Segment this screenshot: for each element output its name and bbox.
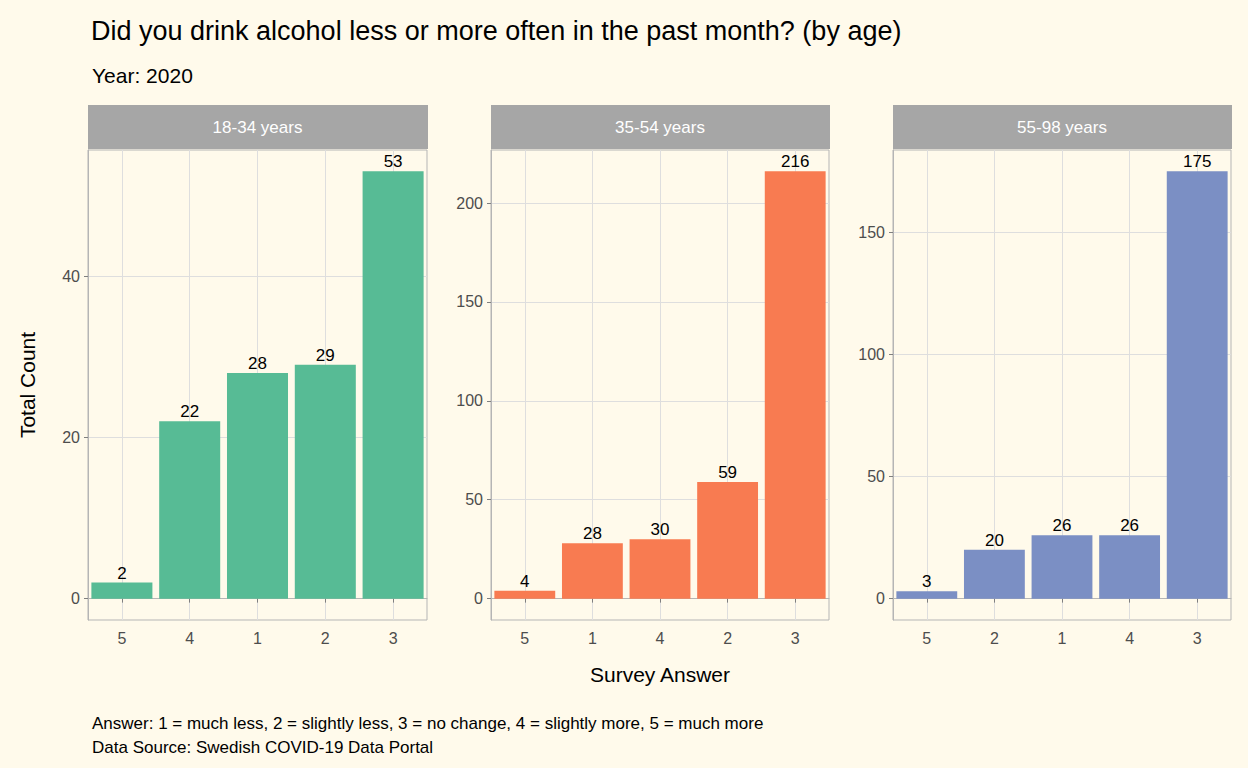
svg-text:26: 26 — [1120, 516, 1139, 535]
svg-text:35-54 years: 35-54 years — [615, 118, 705, 137]
svg-text:3: 3 — [389, 630, 398, 647]
svg-text:Answer: 1 = much less, 2 = sli: Answer: 1 = much less, 2 = slightly less… — [92, 714, 763, 733]
svg-text:22: 22 — [180, 402, 199, 421]
svg-text:53: 53 — [384, 152, 403, 171]
svg-text:18-34 years: 18-34 years — [213, 118, 303, 137]
svg-text:5: 5 — [520, 630, 529, 647]
svg-text:28: 28 — [248, 354, 267, 373]
svg-text:20: 20 — [62, 429, 80, 446]
svg-text:20: 20 — [985, 531, 1004, 550]
svg-text:5: 5 — [117, 630, 126, 647]
svg-text:0: 0 — [876, 590, 885, 607]
svg-text:200: 200 — [456, 195, 483, 212]
svg-text:Survey Answer: Survey Answer — [590, 663, 730, 686]
svg-text:Year: 2020: Year: 2020 — [92, 64, 193, 87]
svg-text:175: 175 — [1183, 152, 1211, 171]
svg-text:2: 2 — [990, 630, 999, 647]
svg-text:4: 4 — [185, 630, 194, 647]
svg-text:2: 2 — [723, 630, 732, 647]
svg-text:150: 150 — [456, 293, 483, 310]
svg-text:4: 4 — [520, 572, 529, 591]
svg-text:Total Count: Total Count — [16, 332, 39, 438]
svg-text:4: 4 — [1125, 630, 1134, 647]
svg-text:2: 2 — [321, 630, 330, 647]
svg-text:4: 4 — [656, 630, 665, 647]
svg-text:2: 2 — [117, 564, 126, 583]
svg-text:1: 1 — [253, 630, 262, 647]
svg-text:216: 216 — [781, 152, 809, 171]
svg-text:28: 28 — [583, 524, 602, 543]
svg-text:26: 26 — [1053, 516, 1072, 535]
svg-text:3: 3 — [922, 572, 931, 591]
svg-text:1: 1 — [588, 630, 597, 647]
svg-text:40: 40 — [62, 268, 80, 285]
svg-text:59: 59 — [718, 463, 737, 482]
svg-text:Data Source: Swedish COVID-19: Data Source: Swedish COVID-19 Data Porta… — [92, 738, 433, 757]
svg-text:150: 150 — [858, 224, 885, 241]
svg-text:50: 50 — [465, 491, 483, 508]
svg-text:0: 0 — [474, 590, 483, 607]
svg-text:100: 100 — [456, 392, 483, 409]
svg-text:1: 1 — [1058, 630, 1067, 647]
svg-text:55-98 years: 55-98 years — [1017, 118, 1107, 137]
svg-text:0: 0 — [71, 590, 80, 607]
svg-text:3: 3 — [1193, 630, 1202, 647]
svg-text:3: 3 — [791, 630, 800, 647]
svg-text:Did you drink alcohol less or: Did you drink alcohol less or more often… — [91, 16, 901, 46]
svg-text:5: 5 — [922, 630, 931, 647]
svg-text:50: 50 — [867, 468, 885, 485]
svg-text:29: 29 — [316, 346, 335, 365]
svg-text:100: 100 — [858, 346, 885, 363]
svg-text:30: 30 — [651, 520, 670, 539]
